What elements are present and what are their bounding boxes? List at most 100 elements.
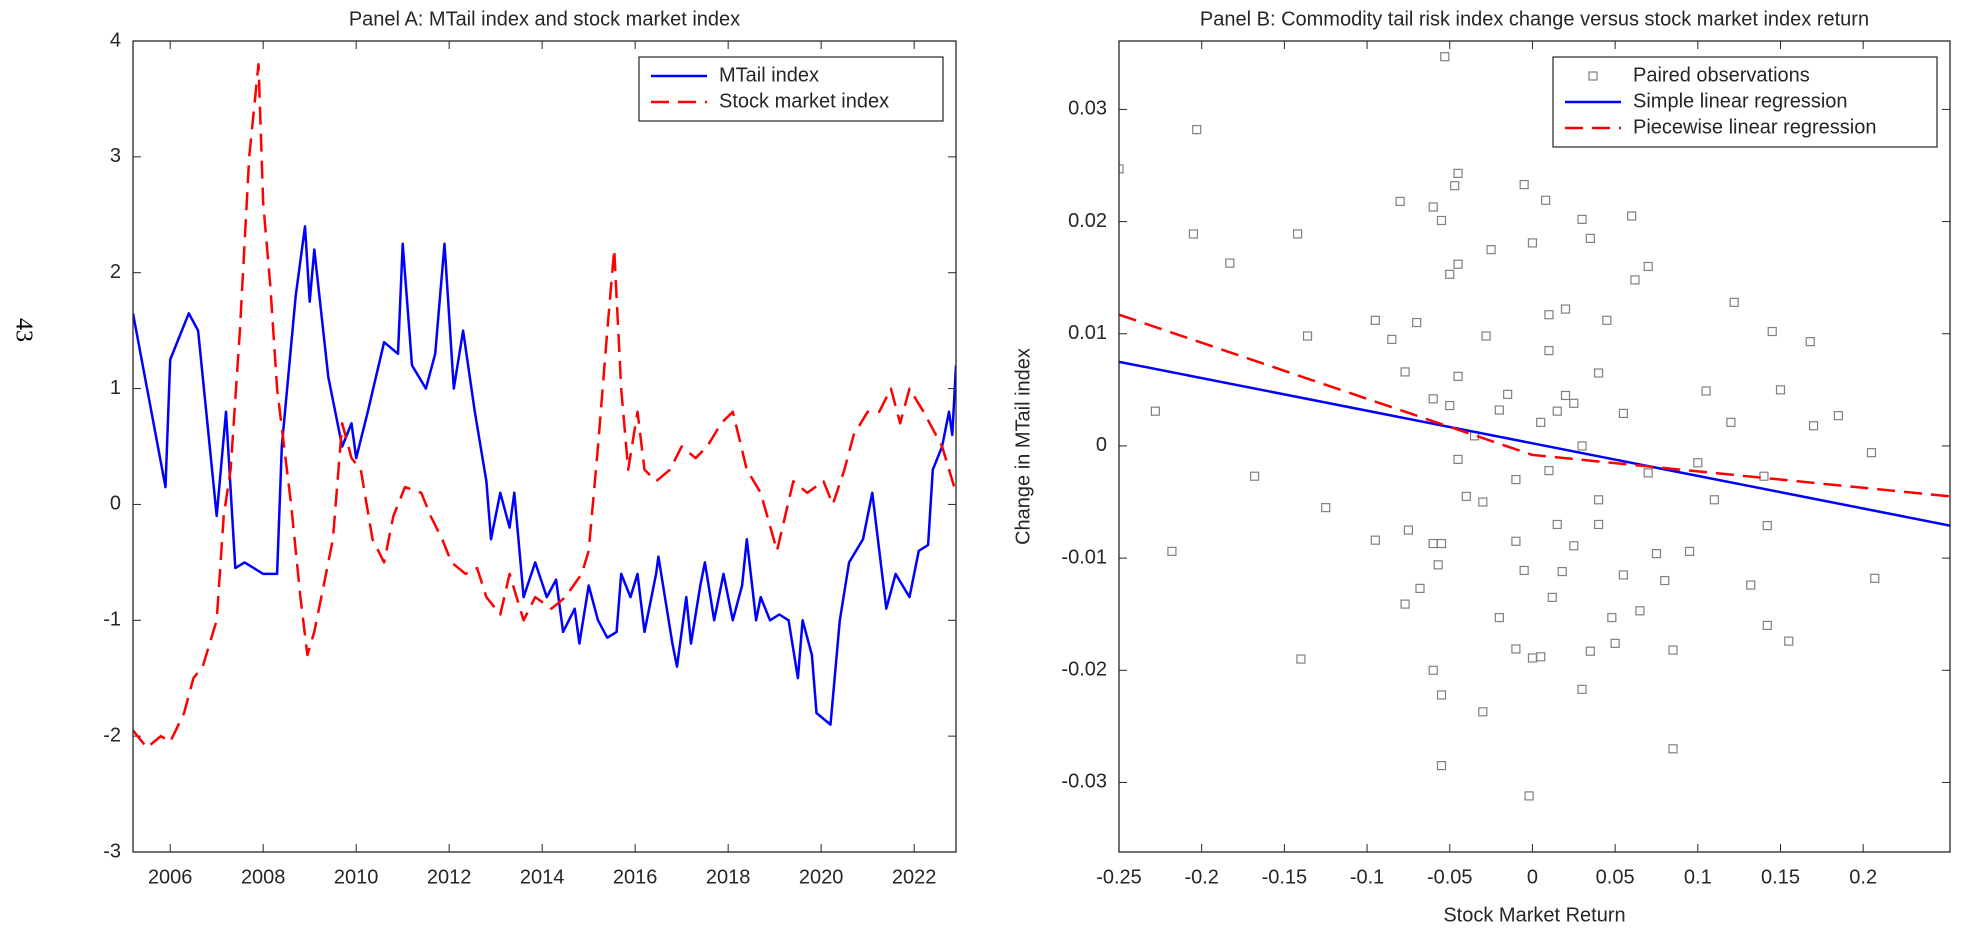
scatter-point <box>1436 215 1447 226</box>
scatter-point <box>1494 405 1504 415</box>
y-tick-label: 4 <box>110 29 121 51</box>
scatter-point <box>1519 565 1529 576</box>
scatter-point <box>1668 645 1678 655</box>
x-tick-label: 2008 <box>241 866 286 888</box>
x-tick-label: 0 <box>1527 866 1538 888</box>
scatter-point <box>1560 304 1571 314</box>
scatter-point <box>1547 592 1557 602</box>
scatter-point <box>1701 386 1711 396</box>
scatter-point <box>1643 261 1653 272</box>
scatter-point <box>1461 491 1471 502</box>
scatter-point <box>1643 468 1653 478</box>
scatter-point <box>1610 638 1620 648</box>
scatter-point <box>1436 690 1447 700</box>
scatter-point <box>1395 196 1405 207</box>
scatter-point <box>1494 612 1504 623</box>
series-line <box>133 225 956 726</box>
x-tick-label: 0.2 <box>1849 866 1877 888</box>
scatter-point <box>1709 495 1719 505</box>
scatter-point <box>1428 394 1438 404</box>
scatter-point <box>1585 646 1595 656</box>
scatter-point <box>1296 654 1306 664</box>
scatter-point <box>1167 546 1177 556</box>
scatter-point <box>1400 367 1410 377</box>
x-tick-label: 2006 <box>148 866 193 888</box>
scatter-point <box>1250 471 1260 481</box>
scatter-point <box>1593 519 1604 530</box>
scatter-point <box>1403 525 1414 535</box>
scatter-point <box>1536 417 1546 427</box>
y-tick-label: -3 <box>103 840 121 862</box>
scatter-point <box>1453 168 1463 178</box>
scatter-point <box>1544 466 1554 476</box>
scatter-point <box>1808 421 1819 431</box>
scatter-point <box>1577 441 1587 451</box>
scatter-point <box>1684 546 1695 556</box>
legend-label: MTail index <box>719 64 819 86</box>
y-tick-label: -0.01 <box>1061 546 1107 568</box>
scatter-point <box>1428 538 1438 549</box>
scatter-point <box>1436 761 1447 771</box>
scatter-point <box>1445 400 1455 411</box>
scatter-point <box>1302 331 1313 341</box>
scatter-point <box>1433 560 1443 570</box>
scatter-point <box>1225 258 1235 268</box>
regression-line <box>1119 360 1950 527</box>
x-tick-label: 2020 <box>799 866 844 888</box>
legend-label: Paired observations <box>1633 64 1810 86</box>
x-tick-label: 2016 <box>613 866 658 888</box>
scatter-point <box>1544 310 1554 320</box>
scatter-point <box>1188 229 1199 239</box>
y-tick-label: 0.01 <box>1068 322 1107 344</box>
y-tick-label: 2 <box>110 261 121 283</box>
scatter-point <box>1593 368 1604 378</box>
y-tick-label: -0.02 <box>1061 659 1107 681</box>
y-tick-label: 1 <box>110 377 121 399</box>
scatter-point <box>1503 389 1513 399</box>
scatter-point <box>1453 259 1463 269</box>
scatter-point <box>1870 573 1880 583</box>
scatter-point <box>1486 245 1496 255</box>
scatter-point <box>1618 408 1628 419</box>
scatter-point <box>1428 202 1438 212</box>
scatter-point <box>1544 345 1554 356</box>
scatter-point <box>1693 458 1703 468</box>
scatter-point <box>1627 211 1637 221</box>
scatter-point <box>1577 214 1587 224</box>
x-tick-label: 0.05 <box>1596 866 1635 888</box>
scatter-point <box>1387 334 1397 344</box>
y-tick-label: 0 <box>1096 434 1107 456</box>
scatter-point <box>1192 125 1202 135</box>
scatter-point <box>1481 331 1491 341</box>
scatter-point <box>1450 181 1460 191</box>
legend-box <box>638 56 944 122</box>
x-tick-label: 2022 <box>892 866 937 888</box>
axes-box <box>132 40 957 853</box>
scatter-point <box>1511 536 1521 546</box>
scatter-point <box>1445 269 1455 279</box>
scatter-point <box>1569 398 1579 408</box>
scatter-point <box>1805 337 1815 347</box>
scatter-point <box>1635 606 1645 616</box>
scatter-point <box>1478 497 1488 507</box>
scatter-point <box>1428 665 1438 675</box>
scatter-point <box>1293 229 1303 239</box>
x-tick-label: 0.15 <box>1761 866 1800 888</box>
chart-title: Panel A: MTail index and stock market in… <box>349 8 740 30</box>
scatter-point <box>1767 326 1777 337</box>
scatter-point <box>1651 549 1662 559</box>
scatter-point <box>1726 417 1736 427</box>
scatter-point <box>1511 644 1521 654</box>
scatter-point <box>1150 406 1160 416</box>
scatter-point <box>1668 744 1678 754</box>
scatter-point <box>1775 385 1786 395</box>
scatter-point <box>1618 570 1628 580</box>
scatter-point <box>1660 575 1670 586</box>
legend-label: Stock market index <box>719 90 889 112</box>
y-tick-label: -2 <box>103 724 121 746</box>
scatter-point <box>1524 791 1534 801</box>
scatter-point <box>1630 275 1640 285</box>
scatter-point <box>1415 583 1425 593</box>
x-tick-label: -0.1 <box>1350 866 1384 888</box>
